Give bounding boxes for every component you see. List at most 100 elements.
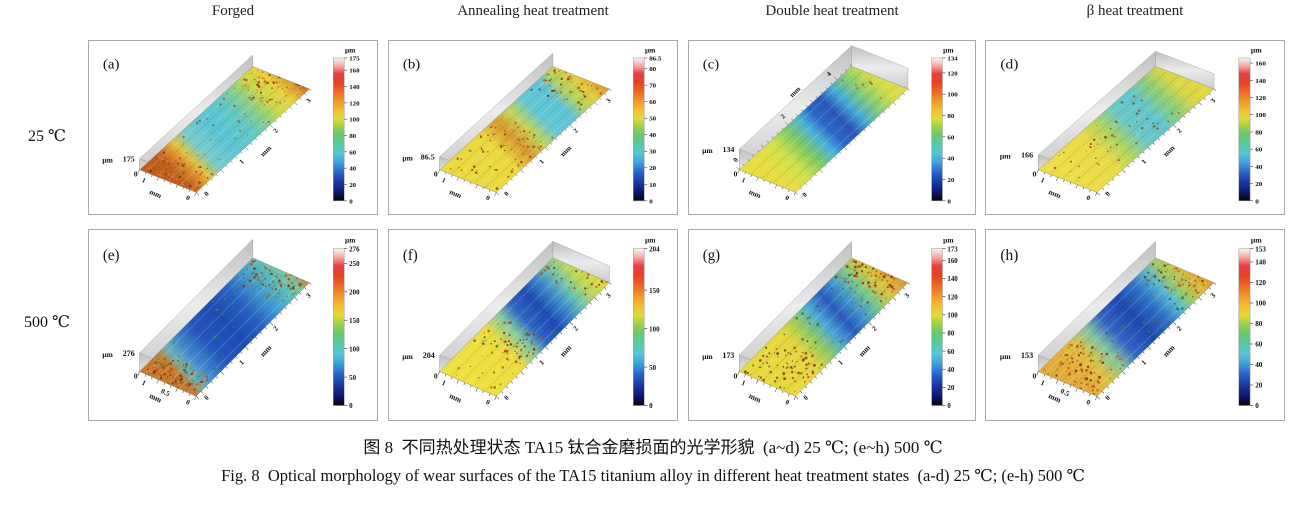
panel-letter: (g)	[703, 248, 720, 264]
svg-text:120: 120	[1255, 95, 1266, 102]
panel-c: 0 1 0 mm 0 2 4 mm 134 0 μm (c) μm 134 120 100 80 60 40 20 0	[688, 40, 976, 215]
svg-text:0: 0	[185, 398, 192, 407]
svg-text:μm: μm	[402, 155, 412, 163]
z-axis-labels: 175 0 μm	[102, 155, 138, 179]
svg-text:mm: mm	[559, 144, 574, 158]
svg-text:mm: mm	[748, 391, 763, 405]
colorbar: μm 175 160 140 120 100 80 60 40 20 0	[333, 46, 360, 205]
svg-text:204: 204	[423, 351, 435, 360]
svg-text:20: 20	[1255, 181, 1263, 188]
svg-text:0: 0	[1033, 372, 1037, 381]
svg-text:4: 4	[826, 70, 834, 78]
svg-text:134: 134	[947, 55, 958, 62]
svg-text:0: 0	[734, 372, 738, 381]
svg-text:60: 60	[1255, 341, 1263, 349]
axis-ticks	[1036, 282, 1217, 401]
svg-text:1: 1	[740, 379, 747, 388]
svg-text:40: 40	[349, 166, 357, 173]
panel-letter: (a)	[103, 57, 120, 73]
svg-text:0: 0	[134, 171, 138, 179]
svg-text:0: 0	[485, 398, 492, 407]
surface-texture	[1045, 69, 1208, 190]
surface-texture	[144, 69, 305, 193]
svg-text:μm: μm	[1000, 352, 1011, 361]
svg-text:86.5: 86.5	[421, 153, 435, 162]
svg-text:100: 100	[947, 92, 958, 99]
svg-text:30: 30	[649, 149, 657, 156]
svg-text:0: 0	[801, 191, 809, 199]
svg-text:1: 1	[1039, 379, 1046, 388]
svg-text:3: 3	[305, 291, 313, 300]
svg-text:0: 0	[1085, 195, 1092, 203]
svg-text:1: 1	[538, 358, 546, 367]
svg-text:mm: mm	[1161, 343, 1177, 359]
svg-text:mm: mm	[148, 188, 163, 200]
svg-text:150: 150	[649, 287, 660, 295]
svg-text:1: 1	[1039, 177, 1046, 185]
svg-text:3: 3	[605, 291, 613, 300]
surface-texture	[743, 259, 902, 393]
panel-letter: (f)	[403, 247, 418, 264]
svg-text:20: 20	[947, 384, 954, 392]
svg-text:3: 3	[605, 97, 613, 105]
svg-text:250: 250	[349, 260, 360, 268]
z-axis-labels: 204 0 μm	[402, 351, 437, 381]
z-axis-labels: 173 0 μm	[702, 351, 737, 381]
svg-text:0: 0	[1085, 398, 1092, 407]
svg-text:120: 120	[349, 100, 360, 107]
panel-e: 0 1 2 3 mm 1 0.5 0 mm 276 0 μm (e) μm 276 250 200 150 100 5…	[88, 229, 378, 421]
row-label-25c: 25 ℃	[28, 128, 66, 145]
svg-text:2: 2	[572, 324, 580, 333]
axis-ticks	[437, 88, 612, 196]
caption-chinese: 图 8 不同热处理状态 TA15 钛合金磨损面的光学形貌 (a~d) 25 ℃;…	[363, 438, 943, 457]
svg-text:10: 10	[649, 182, 657, 189]
svg-text:153: 153	[1021, 351, 1033, 360]
svg-text:80: 80	[349, 133, 357, 140]
svg-text:μm: μm	[943, 235, 954, 244]
svg-text:40: 40	[649, 132, 657, 139]
svg-text:204: 204	[649, 245, 660, 253]
svg-text:2: 2	[272, 324, 280, 333]
svg-text:20: 20	[947, 177, 955, 184]
svg-text:1: 1	[740, 177, 747, 185]
svg-text:μm: μm	[102, 350, 113, 359]
svg-text:100: 100	[349, 117, 360, 124]
panel-letter: (h)	[1000, 247, 1018, 264]
svg-text:1: 1	[1140, 358, 1149, 366]
svg-text:60: 60	[947, 348, 954, 356]
svg-text:80: 80	[649, 66, 657, 73]
svg-text:50: 50	[649, 364, 656, 372]
axis-ticks	[137, 88, 312, 196]
svg-text:70: 70	[649, 83, 657, 90]
svg-text:0: 0	[802, 393, 810, 402]
svg-text:2: 2	[870, 324, 878, 333]
panel-letter: (e)	[103, 247, 120, 264]
surface-texture	[446, 261, 608, 393]
svg-text:153: 153	[1255, 245, 1266, 253]
svg-text:140: 140	[1255, 78, 1266, 85]
axis-ticks	[437, 282, 612, 401]
panel-h: 0 1 2 3 mm 1 0.5 0 mm 153 0 μm (h) μm 153 140 120 100 80 60…	[985, 229, 1285, 421]
z-axis-labels: 276 0 μm	[102, 349, 137, 381]
svg-text:160: 160	[947, 257, 958, 265]
svg-text:μm: μm	[1251, 235, 1262, 244]
svg-text:3: 3	[1210, 97, 1218, 104]
svg-text:0: 0	[1104, 190, 1112, 197]
svg-text:1: 1	[141, 177, 148, 185]
svg-text:1: 1	[238, 158, 246, 166]
svg-text:0: 0	[203, 190, 211, 198]
axis-ticks	[736, 64, 910, 196]
svg-text:50: 50	[349, 374, 356, 382]
svg-text:2: 2	[572, 127, 580, 135]
svg-text:0: 0	[349, 402, 353, 410]
svg-text:0.5: 0.5	[160, 387, 172, 398]
svg-text:20: 20	[349, 182, 357, 189]
svg-text:60: 60	[349, 149, 357, 156]
surface-texture	[446, 69, 603, 190]
axis-ticks	[1036, 88, 1217, 196]
svg-text:3: 3	[1209, 291, 1218, 299]
svg-text:mm: mm	[448, 391, 464, 405]
